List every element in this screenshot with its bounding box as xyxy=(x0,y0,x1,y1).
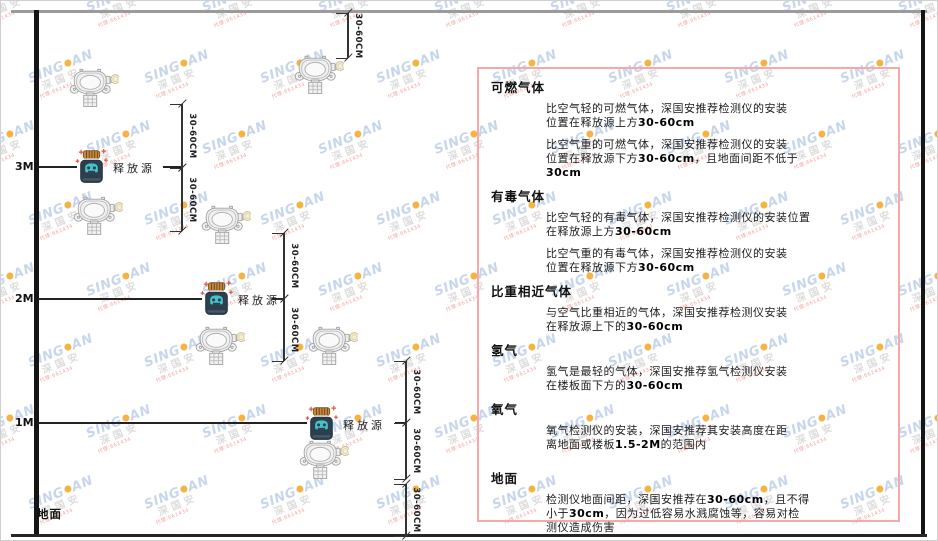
section-paragraph: 与空气比重相近的气体，深国安推荐检测仪安装 在释放源上下的30-60cm xyxy=(546,306,788,333)
level-line xyxy=(38,422,307,424)
section-paragraph: 检测仪地面间距，深国安推荐在30-60cm，且不得 小于30cm，因为过低容易水… xyxy=(546,493,810,534)
dimension-extension xyxy=(272,232,284,234)
section-heading: 有毒气体 xyxy=(491,189,546,204)
ground-label: 地面 xyxy=(37,507,62,521)
dimension-line xyxy=(405,423,407,479)
height-label: 3M xyxy=(15,160,34,173)
dimension-label: 30-60CM xyxy=(353,12,363,59)
dimension-extension xyxy=(394,478,406,480)
release-source-icon xyxy=(305,405,338,447)
ceiling-line xyxy=(11,10,927,13)
dimension-line xyxy=(181,104,183,168)
panel-section: 氧气氧气检测仪的安装，深国安推荐其安装高度在距 离地面或楼板1.5-2M的范围内 xyxy=(491,399,886,452)
dimension-label: 30-60CM xyxy=(289,307,299,353)
height-label: 2M xyxy=(15,292,34,305)
panel-section: 有毒气体 比空气轻的有毒气体，深国安推荐检测仪的安装位置 在释放源上方30-60c… xyxy=(491,186,886,275)
section-paragraph: 比空气重的有毒气体，深国安推荐检测仪的安装 位置在释放源下方30-60cm xyxy=(546,247,788,274)
dimension-label: 30-60CM xyxy=(187,113,197,159)
dimension-label: 30-60CM xyxy=(411,487,421,533)
height-label: 1M xyxy=(15,416,34,429)
gas-detector-icon xyxy=(67,65,121,112)
dimension-extension xyxy=(394,422,406,424)
dimension-extension xyxy=(336,12,348,14)
dimension-label: 30-60CM xyxy=(289,243,299,289)
ground-line xyxy=(11,534,927,537)
dimension-line xyxy=(405,361,407,423)
release-source-icon xyxy=(200,280,233,322)
gas-detector-icon xyxy=(193,323,247,370)
level-line xyxy=(38,298,202,300)
gas-detector-icon xyxy=(297,437,351,484)
dimension-extension xyxy=(394,360,406,362)
dimension-extension xyxy=(336,57,348,59)
left-wall-line xyxy=(34,10,39,537)
dimension-extension xyxy=(170,167,182,169)
level-line xyxy=(38,166,77,168)
dimension-line xyxy=(283,233,285,299)
gas-detector-icon xyxy=(306,323,360,370)
dimension-extension xyxy=(394,483,406,485)
dimension-extension xyxy=(394,535,406,537)
gas-detector-icon xyxy=(71,193,125,240)
panel-section: 比重相近气体与空气比重相近的气体，深国安推荐检测仪安装 在释放源上下的30-60… xyxy=(491,281,886,334)
section-heading: 比重相近气体 xyxy=(491,284,573,299)
gas-detector-icon xyxy=(199,202,253,249)
panel-section: 地面检测仪地面间距，深国安推荐在30-60cm，且不得 小于30cm，因为过低容… xyxy=(491,468,886,535)
dimension-line xyxy=(181,168,183,231)
section-heading: 可燃气体 xyxy=(491,80,546,95)
section-paragraph: 比空气重的可燃气体，深国安推荐检测仪的安装 位置在释放源下方30-60cm，且地… xyxy=(546,138,799,179)
section-paragraph: 氧气检测仪的安装，深国安推荐其安装高度在距 离地面或楼板1.5-2M的范围内 xyxy=(546,424,788,451)
section-heading: 地面 xyxy=(491,471,519,486)
dimension-extension xyxy=(170,103,182,105)
panel-section: 氢气氢气是最轻的气体，深国安推荐氢气检测仪安装 在楼板面下方的30-60cm xyxy=(491,340,886,393)
section-paragraph: 比空气轻的有毒气体，深国安推荐检测仪的安装位置 在释放源上方30-60cm xyxy=(546,211,811,238)
dimension-line xyxy=(347,13,349,58)
dimension-extension xyxy=(272,298,284,300)
dimension-extension xyxy=(170,230,182,232)
panel-section: 可燃气体 比空气轻的可燃气体，深国安推荐检测仪的安装 位置在释放源上方30-60c… xyxy=(491,77,886,180)
level-line xyxy=(163,166,182,168)
recommendation-panel: 可燃气体 比空气轻的可燃气体，深国安推荐检测仪的安装 位置在释放源上方30-60c… xyxy=(477,67,900,534)
section-paragraph: 比空气轻的可燃气体，深国安推荐检测仪的安装 位置在释放源上方30-60cm xyxy=(546,102,788,129)
release-source-label: 释放源 xyxy=(238,294,280,307)
right-wall-line xyxy=(921,10,925,537)
dimension-line xyxy=(405,484,407,536)
dimension-label: 30-60CM xyxy=(187,176,197,223)
section-heading: 氧气 xyxy=(491,402,519,417)
dimension-label: 30-60CM xyxy=(411,428,421,474)
section-heading: 氢气 xyxy=(491,343,519,358)
release-source-label: 释放源 xyxy=(113,162,155,175)
gas-detector-icon xyxy=(292,52,346,99)
dimension-label: 30-60CM xyxy=(411,369,421,415)
section-paragraph: 氢气是最轻的气体，深国安推荐氢气检测仪安装 在楼板面下方的30-60cm xyxy=(546,365,788,392)
release-source-label: 释放源 xyxy=(343,419,385,432)
dimension-extension xyxy=(272,360,284,362)
release-source-icon xyxy=(75,148,108,190)
dimension-line xyxy=(283,299,285,361)
